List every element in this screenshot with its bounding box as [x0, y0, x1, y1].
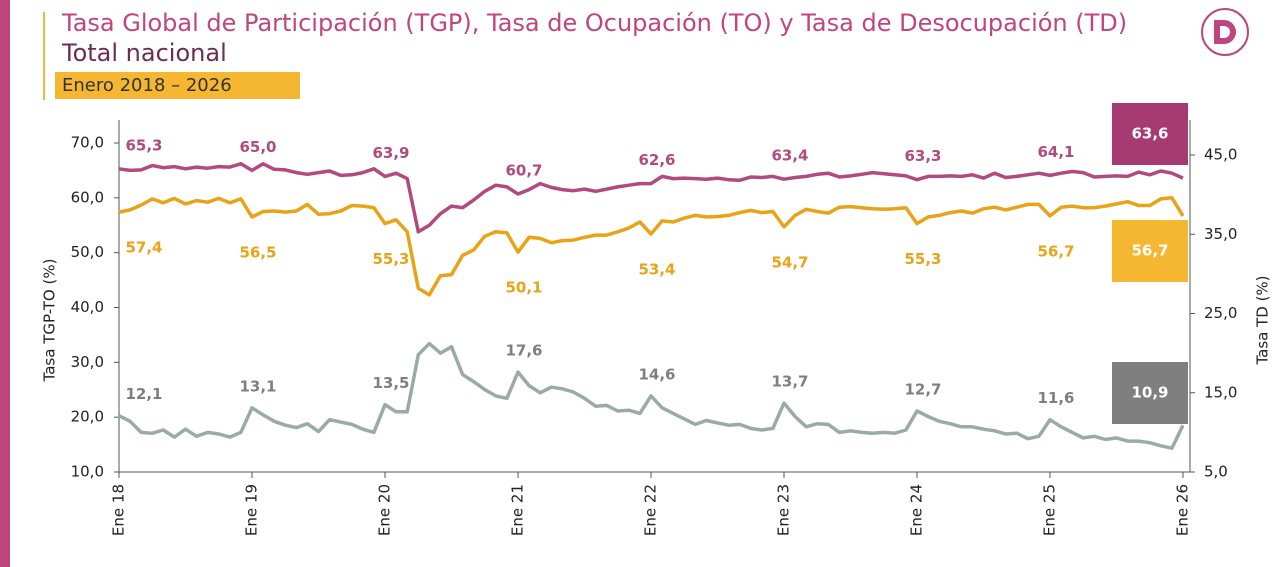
data-label: 63,9: [372, 144, 409, 162]
period-text: Enero 2018 – 2026: [62, 75, 232, 96]
x-tick-label: Ene 19: [243, 484, 261, 536]
logo: [1201, 8, 1249, 56]
data-label: 53,4: [638, 261, 675, 279]
data-label: 56,7: [1037, 242, 1074, 260]
chart-subtitle: Total nacional: [61, 39, 227, 67]
data-label: 63,3: [904, 147, 941, 165]
data-label: 64,1: [1037, 143, 1074, 161]
data-label: 54,7: [771, 253, 808, 271]
series-line: [118, 162, 1184, 234]
end-label: 10,9: [1131, 384, 1168, 402]
data-label: 57,4: [125, 239, 162, 257]
x-tick-label: Ene 26: [1174, 484, 1192, 536]
data-label: 65,3: [125, 136, 162, 154]
y2-tick-label: 15,0: [1204, 383, 1237, 401]
data-label: 14,6: [638, 365, 675, 383]
x-tick-label: Ene 23: [775, 484, 793, 536]
chart-title: Tasa Global de Participación (TGP), Tasa…: [61, 9, 1127, 37]
y2-axis-label: Tasa TD (%): [1254, 275, 1272, 365]
end-label: 56,7: [1131, 242, 1168, 260]
data-label: 55,3: [372, 250, 409, 268]
x-tick-label: Ene 24: [908, 484, 926, 536]
x-tick-label: Ene 18: [110, 484, 128, 536]
data-label: 62,6: [638, 151, 675, 169]
data-label: 63,4: [771, 147, 808, 165]
data-label: 55,3: [904, 250, 941, 268]
y2-tick-label: 45,0: [1204, 146, 1237, 164]
data-label: 56,5: [239, 244, 276, 262]
data-label: 50,1: [505, 279, 542, 297]
period-tag: [55, 72, 300, 99]
data-label: 60,7: [505, 161, 542, 179]
series-line: [118, 196, 1185, 297]
x-tick-label: Ene 21: [509, 484, 527, 536]
y2-tick-label: 5,0: [1204, 463, 1228, 481]
end-label: 63,6: [1131, 125, 1168, 143]
y-tick-label: 10,0: [71, 463, 104, 481]
end-label-box: [1112, 220, 1188, 282]
x-tick-label: Ene 22: [642, 484, 660, 536]
x-tick-label: Ene 20: [376, 484, 394, 536]
end-label-box: [1112, 103, 1188, 165]
data-label: 11,6: [1037, 389, 1074, 407]
y-tick-label: 40,0: [71, 298, 104, 316]
data-label: 17,6: [505, 342, 542, 360]
series-line: [118, 341, 1185, 450]
side-bar: [0, 0, 10, 567]
data-label: 13,5: [372, 374, 409, 392]
y-tick-label: 50,0: [71, 243, 104, 261]
y-tick-label: 60,0: [71, 188, 104, 206]
data-label: 65,0: [239, 138, 276, 156]
end-label-box: [1112, 362, 1188, 424]
x-tick-label: Ene 25: [1041, 484, 1059, 536]
y-axis-label: Tasa TGP-TO (%): [41, 259, 59, 383]
data-label: 13,7: [771, 373, 808, 391]
y-tick-label: 20,0: [71, 408, 104, 426]
y-tick-label: 70,0: [71, 134, 104, 152]
y2-tick-label: 25,0: [1204, 304, 1237, 322]
data-label: 13,1: [239, 377, 276, 395]
data-label: 12,7: [904, 380, 941, 398]
y-tick-label: 30,0: [71, 353, 104, 371]
data-label: 12,1: [125, 385, 162, 403]
y2-tick-label: 35,0: [1204, 225, 1237, 243]
